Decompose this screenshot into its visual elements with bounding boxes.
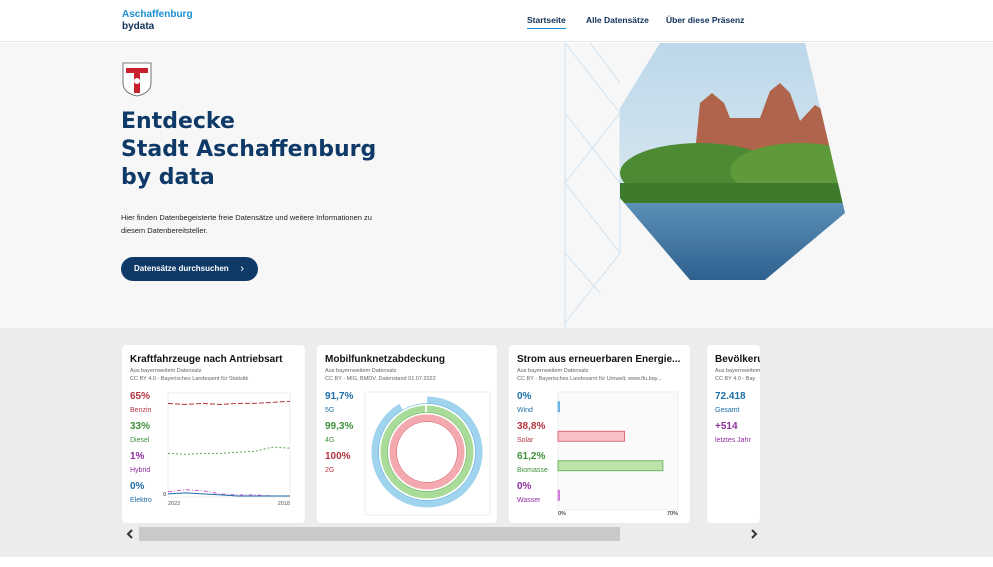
stat-value: 1%: [130, 451, 145, 462]
chevron-icon[interactable]: ›: [240, 263, 244, 275]
stat-value: +514: [715, 421, 738, 432]
crest: [122, 62, 152, 97]
stat-value: 72.418: [715, 391, 746, 402]
logo-line[interactable]: Aschaffenburg: [122, 9, 193, 20]
stat-value: 0%: [517, 391, 532, 402]
bar: [557, 489, 560, 501]
ring: [371, 396, 483, 508]
ring-outline: [387, 412, 467, 492]
stat-label: Wasser: [517, 497, 541, 504]
card-title: Mobilfunknetzabdeckung: [325, 354, 445, 365]
title-line: Entdecke: [121, 109, 235, 134]
pattern: [564, 43, 621, 328]
nav-link[interactable]: Über diese Präsenz: [666, 15, 745, 25]
logo-line[interactable]: bydata: [122, 21, 155, 32]
ring-outline: [396, 421, 458, 483]
stat-label: letztes Jahr: [715, 437, 751, 444]
card-source: Aus bayernweitem Datensatz: [130, 368, 202, 374]
card-source: CC BY - Bayerisches Landesamt für Umwelt…: [517, 376, 662, 382]
card-title: Strom aus erneuerbaren Energie...: [517, 354, 681, 365]
stat-value: 0%: [130, 481, 145, 492]
chart-frame: [557, 391, 679, 511]
dataset-card[interactable]: Kraftfahrzeuge nach Antriebsart Aus bayer…: [122, 345, 305, 523]
stat-label: Biomasse: [517, 467, 548, 474]
mini-chart: [364, 391, 491, 516]
scroll-left[interactable]: [126, 529, 133, 539]
dataset-card[interactable]: Strom aus erneuerbaren Energie... Aus bay…: [509, 345, 690, 523]
button-label[interactable]: Datensätze durchsuchen: [134, 264, 229, 273]
hero-title: Entdecke Stadt Aschaffenburg by data: [121, 108, 376, 192]
x-tick-label: 2022: [168, 501, 180, 507]
ring: [380, 405, 474, 499]
dataset-card[interactable]: Bevölkeru Aus bayernweitem Datensatz CC BY…: [707, 345, 760, 523]
search-button[interactable]: Datensätze durchsuchen ›: [121, 257, 258, 281]
stat-label: 4G: [325, 437, 335, 444]
stat-label: Wind: [517, 407, 533, 414]
stat-value: 100%: [325, 451, 351, 462]
card-source: CC BY 4.0 - Bay: [715, 376, 756, 382]
title-line: by data: [121, 165, 215, 190]
stat-value: 99,3%: [325, 421, 354, 432]
line-series: [167, 446, 291, 455]
stat-label: 2G: [325, 467, 335, 474]
nav-link[interactable]: Alle Datensätze: [586, 15, 649, 25]
bar: [557, 401, 560, 413]
chart-frame: [167, 392, 291, 498]
stat-label: Hybrid: [130, 467, 151, 474]
stat-value: 38,8%: [517, 421, 546, 432]
x-tick-label: 2018: [278, 501, 290, 507]
ring: [389, 414, 465, 490]
stat-label: Gesamt: [715, 407, 740, 414]
stat-label: Benzin: [130, 407, 152, 414]
stat-value: 33%: [130, 421, 151, 432]
nav-link[interactable]: Startseite: [527, 15, 566, 29]
card-source: Aus bayernweitem Datensatz: [517, 368, 589, 374]
stat-label: 5G: [325, 407, 335, 414]
stat-value: 0%: [517, 481, 532, 492]
x-tick-label: 70%: [667, 511, 678, 517]
stat-label: Elektro: [130, 497, 152, 504]
scroll-right[interactable]: [751, 529, 758, 539]
mini-chart: 0% 70%: [557, 391, 679, 517]
bar: [557, 460, 664, 472]
hero-description: diesem Datenbereitsteller.: [121, 226, 208, 235]
card-source: Aus bayernweitem Datensatz: [715, 368, 760, 374]
scrollbar[interactable]: [122, 526, 762, 542]
ring-outline: [378, 403, 476, 501]
stat-value: 61,2%: [517, 451, 546, 462]
title-line: Stadt Aschaffenburg: [121, 137, 377, 162]
card-source: Aus bayernweitem Datensatz: [325, 368, 397, 374]
x-tick-label: 0%: [558, 511, 566, 517]
stat-label: Solar: [517, 437, 534, 444]
stat-value: 91,7%: [325, 391, 354, 402]
y-tick-label: 0: [163, 492, 166, 498]
scroll-thumb[interactable]: [139, 527, 620, 541]
hero-description: Hier finden Datenbegeisterte freie Daten…: [121, 213, 372, 222]
hero-graphics: [122, 43, 845, 328]
bar: [557, 430, 625, 442]
card-source: CC BY 4.0 - Bayerisches Landesamt für St…: [130, 376, 249, 382]
header: Aschaffenburg bydata Startseite Alle Dat…: [0, 0, 993, 42]
stat-label: Diesel: [130, 437, 150, 444]
card-title: Bevölkeru: [715, 354, 760, 365]
stat-value: 65%: [130, 391, 151, 402]
card-source: CC BY - MIG, BMDV. Datenstand 01.07.2022: [325, 376, 436, 382]
dataset-card[interactable]: Mobilfunknetzabdeckung Aus bayernweitem D…: [317, 345, 497, 523]
line-series: [167, 492, 290, 497]
line-series: [167, 400, 291, 405]
hero-image: [620, 43, 845, 280]
card-title: Kraftfahrzeuge nach Antriebsart: [130, 354, 283, 365]
